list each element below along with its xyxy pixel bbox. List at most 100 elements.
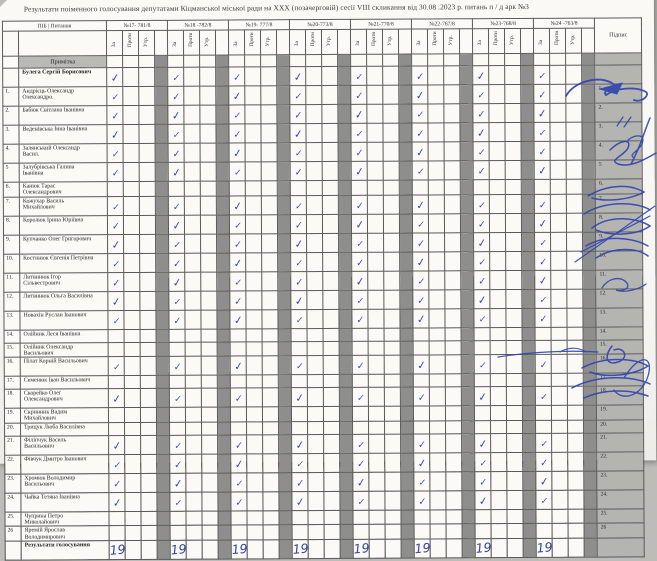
signature-cell: 13. bbox=[596, 307, 644, 327]
vote-cell-za bbox=[230, 510, 248, 526]
vote-cell-za: ✓ bbox=[107, 310, 125, 330]
vote-cell-utr bbox=[261, 180, 278, 196]
checkmark-za: ✓ bbox=[234, 439, 243, 452]
vote-cell-za bbox=[230, 407, 247, 422]
vote-cell-za: ✓ bbox=[351, 214, 368, 234]
vote-cell-proty bbox=[124, 492, 141, 512]
vote-cell-utr bbox=[200, 162, 217, 182]
vote-cell-utr bbox=[568, 489, 585, 509]
vote-cell-za bbox=[169, 422, 186, 435]
vote-cell-za bbox=[350, 54, 367, 67]
group-separator-cell bbox=[583, 386, 597, 406]
group-separator-cell bbox=[522, 373, 536, 387]
deputy-num: 23. bbox=[4, 473, 21, 493]
group-separator-cell bbox=[459, 84, 473, 104]
group-separator-cell bbox=[523, 538, 537, 558]
group-separator-cell bbox=[400, 340, 414, 356]
vote-cell-proty bbox=[366, 66, 383, 86]
checkmark-za: ✓ bbox=[232, 110, 242, 122]
vote-cell-proty bbox=[428, 232, 445, 252]
results-za-cell: 19 bbox=[109, 540, 126, 560]
vote-cell-za: ✓ bbox=[534, 103, 551, 123]
group-separator-cell bbox=[584, 523, 598, 539]
checkmark-za: ✓ bbox=[354, 275, 365, 289]
group-separator-cell bbox=[155, 196, 169, 216]
checkmark-za: ✓ bbox=[173, 394, 182, 405]
vote-cell-utr bbox=[139, 143, 156, 163]
signature-cell: 24. bbox=[597, 489, 645, 509]
group-separator-cell bbox=[278, 491, 292, 511]
vote-cell-za: ✓ bbox=[107, 272, 124, 292]
group-separator-cell bbox=[217, 491, 231, 511]
vote-cell-proty bbox=[186, 525, 203, 541]
vote-cell-proty bbox=[184, 271, 201, 291]
checkmark-za: ✓ bbox=[171, 91, 180, 104]
vote-cell-proty bbox=[428, 141, 445, 161]
vote-cell-utr bbox=[261, 309, 279, 329]
question-header-7: №23-768/8 bbox=[472, 18, 534, 29]
group-separator-cell bbox=[216, 252, 230, 272]
vote-cell-za bbox=[229, 180, 246, 196]
vote-cell-za: ✓ bbox=[473, 289, 491, 309]
vote-cell-proty bbox=[245, 233, 262, 253]
checkmark-za: ✓ bbox=[294, 391, 305, 406]
signature-cell: 6. bbox=[595, 178, 643, 194]
group-separator-cell bbox=[276, 66, 290, 86]
vote-cell-utr bbox=[567, 326, 584, 340]
vote-cell-utr bbox=[566, 250, 583, 270]
group-separator-cell bbox=[582, 160, 596, 180]
checkmark-za: ✓ bbox=[415, 198, 426, 213]
group-separator-cell bbox=[339, 472, 353, 492]
vote-cell-proty bbox=[306, 271, 323, 291]
group-separator-cell bbox=[522, 433, 536, 453]
vote-cell-za: ✓ bbox=[473, 232, 490, 252]
checkmark-za: ✓ bbox=[172, 476, 183, 491]
group-separator-cell bbox=[462, 524, 476, 539]
vote-cell-za: ✓ bbox=[535, 289, 552, 309]
vote-cell-za bbox=[108, 375, 125, 389]
group-separator-cell bbox=[462, 538, 476, 558]
checkmark-za: ✓ bbox=[476, 90, 486, 102]
group-separator-cell bbox=[155, 234, 169, 254]
vote-cell-utr bbox=[201, 453, 218, 473]
vote-cell-za bbox=[535, 339, 552, 355]
deputy-num: 15. bbox=[4, 342, 21, 358]
vote-cell-utr bbox=[262, 453, 279, 473]
results-proty-cell bbox=[125, 540, 142, 560]
vote-cell-proty bbox=[245, 309, 263, 329]
checkmark-za: ✓ bbox=[539, 457, 548, 469]
checkmark-za: ✓ bbox=[234, 478, 244, 489]
vote-cell-utr bbox=[506, 386, 523, 406]
vote-cell-utr bbox=[445, 308, 462, 328]
checkmark-za: ✓ bbox=[110, 238, 121, 253]
scan-corner bbox=[0, 0, 7, 7]
vote-cell-utr bbox=[567, 432, 584, 452]
deputy-num: 3. bbox=[2, 125, 20, 145]
vote-cell-za bbox=[109, 525, 126, 541]
checkmark-za: ✓ bbox=[356, 496, 366, 508]
vote-cell-proty bbox=[489, 251, 506, 271]
group-separator-cell bbox=[523, 490, 537, 510]
vote-cell-za bbox=[475, 524, 492, 539]
group-separator-cell bbox=[156, 491, 170, 512]
vote-cell-proty bbox=[122, 124, 140, 144]
vote-cell-proty bbox=[550, 250, 567, 271]
vote-cell-utr bbox=[383, 194, 400, 214]
vote-cell-utr bbox=[566, 122, 583, 142]
deputy-name: Костинюк Євгенія Петрівна bbox=[19, 253, 108, 273]
vote-cell-za: ✓ bbox=[352, 355, 369, 375]
vote-cell-utr bbox=[384, 471, 401, 491]
vote-cell-proty bbox=[429, 490, 447, 510]
vote-cell-za: ✓ bbox=[108, 356, 125, 376]
vote-cell-proty bbox=[123, 143, 140, 163]
vote-cell-proty bbox=[307, 510, 325, 525]
checkmark-za: ✓ bbox=[171, 72, 180, 84]
signature-cell: 14. bbox=[596, 326, 644, 340]
vote-cell-utr bbox=[261, 252, 278, 272]
checkmark-za: ✓ bbox=[233, 360, 244, 375]
vote-cell-utr bbox=[201, 388, 218, 408]
vote-cell-proty bbox=[244, 104, 261, 124]
group-separator-cell bbox=[521, 160, 535, 180]
group-separator-cell bbox=[216, 271, 230, 291]
vote-cell-za: ✓ bbox=[534, 160, 551, 180]
